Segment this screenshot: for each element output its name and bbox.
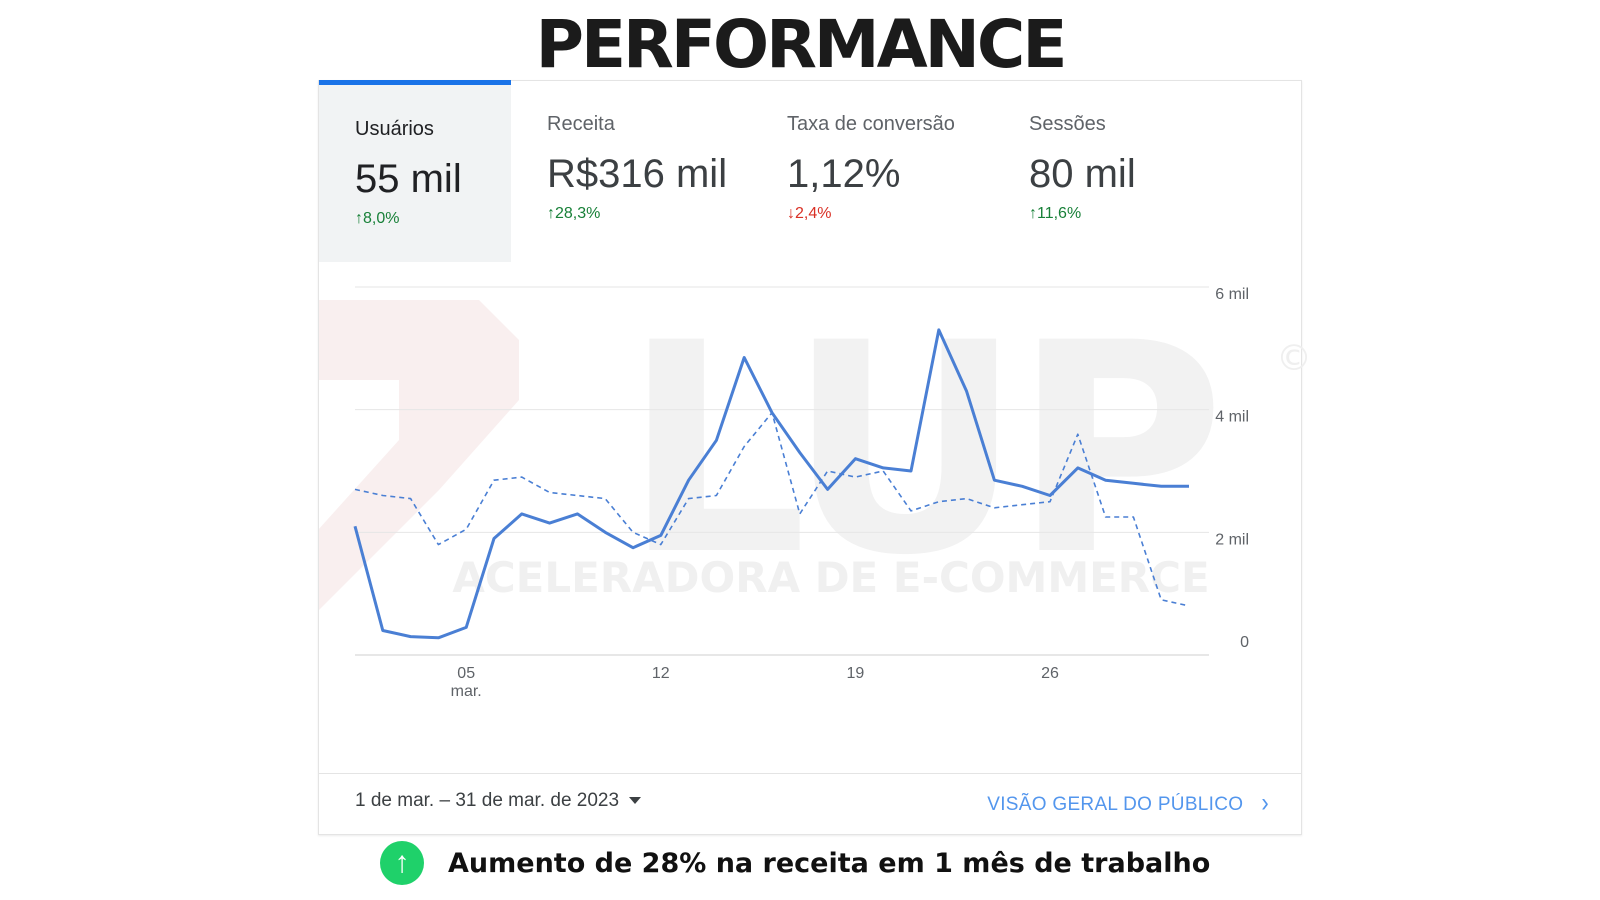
chevron-right-icon: › bbox=[1261, 787, 1269, 818]
headline: PERFORMANCE bbox=[535, 6, 1068, 83]
y-tick-label: 2 mil bbox=[1215, 531, 1249, 548]
analytics-card: LUP © ACELERADORA DE E-COMMERCE Usuários… bbox=[318, 80, 1312, 835]
tab-delta: ↑11,6% bbox=[1029, 205, 1081, 223]
caret-down-icon bbox=[629, 797, 642, 805]
card-footer-divider bbox=[319, 773, 1301, 774]
arrow-up-icon: ↑ bbox=[355, 210, 363, 227]
x-tick-label: 19 bbox=[847, 665, 865, 682]
watermark-symbol: © bbox=[1276, 338, 1312, 379]
date-range-label: 1 de mar. – 31 de mar. de 2023 bbox=[355, 790, 620, 811]
series-line-current-period bbox=[353, 328, 1189, 640]
tab-delta: ↑8,0% bbox=[355, 210, 399, 228]
tab-value: R$316 mil bbox=[547, 152, 728, 196]
tab-delta-value: 11,6% bbox=[1037, 205, 1082, 222]
tab-delta-value: 2,4% bbox=[795, 205, 832, 222]
tab-sessoes[interactable]: Sessões 80 mil ↑11,6% bbox=[993, 80, 1233, 262]
y-tick-label: 0 bbox=[1240, 634, 1249, 651]
tab-receita[interactable]: Receita R$316 mil ↑28,3% bbox=[511, 80, 751, 262]
tab-value: 80 mil bbox=[1029, 152, 1136, 196]
arrow-up-icon: ↑ bbox=[547, 205, 555, 222]
tab-taxa-conversao[interactable]: Taxa de conversão 1,12% ↓2,4% bbox=[751, 80, 993, 262]
tab-value: 55 mil bbox=[355, 157, 462, 201]
y-tick-label: 4 mil bbox=[1215, 409, 1249, 426]
tab-delta-value: 28,3% bbox=[555, 205, 601, 222]
y-tick-label: 6 mil bbox=[1215, 286, 1249, 303]
watermark-tagline: ACELERADORA DE E-COMMERCE bbox=[452, 553, 1209, 602]
series-line-previous-period bbox=[354, 411, 1190, 607]
date-range-selector[interactable]: 1 de mar. – 31 de mar. de 2023 bbox=[355, 790, 642, 812]
arrow-down-icon: ↓ bbox=[787, 205, 795, 222]
bottom-caption: Aumento de 28% na receita em 1 mês de tr… bbox=[448, 848, 1211, 879]
card-top-divider bbox=[319, 80, 1301, 81]
tab-label: Taxa de conversão bbox=[787, 113, 955, 135]
x-tick-label: 12 bbox=[652, 665, 670, 682]
tab-delta: ↑28,3% bbox=[547, 205, 600, 223]
tab-label: Sessões bbox=[1029, 113, 1106, 135]
audience-overview-link[interactable]: VISÃO GERAL DO PÚBLICO › bbox=[987, 787, 1269, 818]
audience-overview-label: VISÃO GERAL DO PÚBLICO bbox=[987, 794, 1244, 815]
tab-delta: ↓2,4% bbox=[787, 205, 831, 223]
tab-usuarios[interactable]: Usuários 55 mil ↑8,0% bbox=[319, 80, 511, 262]
x-tick-label: 26 bbox=[1041, 665, 1059, 682]
x-tick-label: 05 bbox=[457, 665, 475, 682]
tab-label: Usuários bbox=[355, 118, 434, 140]
x-tick-sublabel: mar. bbox=[451, 683, 482, 700]
tab-label: Receita bbox=[547, 113, 615, 135]
arrow-up-icon: ↑ bbox=[1029, 205, 1037, 222]
tab-value: 1,12% bbox=[787, 152, 901, 196]
watermark-brand: LUP bbox=[623, 282, 1217, 619]
arrow-up-circle-icon: ↑ bbox=[380, 841, 424, 885]
tab-delta-value: 8,0% bbox=[363, 210, 400, 227]
watermark: LUP © ACELERADORA DE E-COMMERCE bbox=[319, 282, 1312, 619]
